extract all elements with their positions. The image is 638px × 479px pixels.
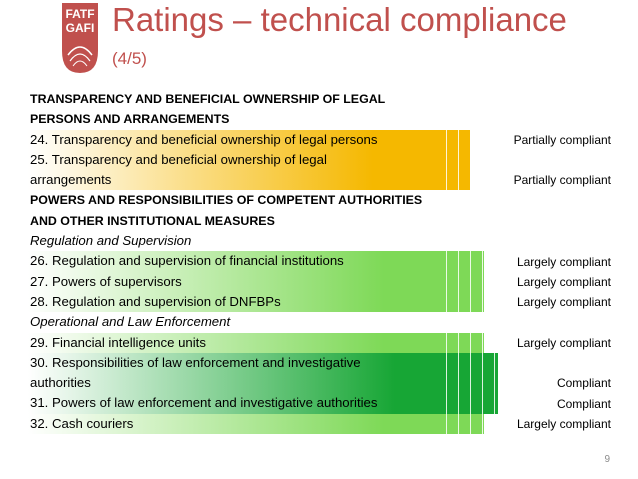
- section-heading-row: POWERS AND RESPONSIBILITIES OF COMPETENT…: [28, 190, 613, 231]
- bar-divider: [494, 352, 495, 394]
- bar-divider: [482, 413, 483, 435]
- rating-value: Partially compliant: [513, 132, 611, 147]
- bar-divider: [470, 393, 471, 414]
- rating-value: Largely compliant: [516, 274, 611, 289]
- bar-divider: [458, 271, 459, 292]
- section-heading: AND OTHER INSTITUTIONAL MEASURES: [30, 213, 275, 228]
- rating-bar-compliant: [28, 352, 498, 394]
- bar-divider: [482, 271, 483, 292]
- rating-value: Partially compliant: [513, 173, 611, 188]
- recommendation-label: arrangements: [30, 172, 112, 188]
- recommendation-label: 32. Cash couriers: [30, 415, 134, 431]
- rating-value: Largely compliant: [516, 254, 611, 269]
- bar-divider: [446, 352, 447, 394]
- rating-value: Largely compliant: [516, 295, 611, 310]
- bar-divider: [470, 291, 471, 313]
- rating-row: 31. Powers of law enforcement and invest…: [28, 393, 613, 414]
- rating-bar-largely: [28, 413, 484, 435]
- svg-text:FATF: FATF: [65, 7, 94, 21]
- bar-divider: [458, 291, 459, 313]
- svg-text:GAFI: GAFI: [66, 21, 95, 35]
- section-heading: PERSONS AND ARRANGEMENTS: [30, 112, 230, 127]
- bar-divider: [470, 251, 471, 272]
- rating-row: 30. Responsibilities of law enforcement …: [28, 352, 613, 394]
- rating-row: 28. Regulation and supervision of DNFBPs…: [28, 291, 613, 313]
- rating-row: 29. Financial intelligence units Largely …: [28, 332, 613, 353]
- recommendation-label: 29. Financial intelligence units: [30, 334, 206, 350]
- bar-divider: [494, 393, 495, 414]
- rating-bar-largely: [28, 332, 484, 353]
- bar-divider: [470, 413, 471, 435]
- recommendation-label: 30. Responsibilities of law enforcement …: [30, 354, 361, 370]
- subsection-title: Operational and Law Enforcement: [30, 314, 231, 330]
- rating-bar-partial: [28, 149, 470, 191]
- recommendation-label: 28. Regulation and supervision of DNFBPs: [30, 293, 281, 309]
- rating-bar-largely: [28, 251, 484, 272]
- bar-divider: [446, 149, 447, 191]
- slide-title: Ratings – technical compliance: [112, 1, 567, 38]
- recommendation-label: 26. Regulation and supervision of financ…: [30, 253, 344, 269]
- bar-divider: [458, 149, 459, 191]
- fatf-gafi-logo: FATF GAFI: [62, 3, 98, 73]
- bar-divider: [470, 271, 471, 292]
- rating-bar-compliant: [28, 393, 498, 414]
- bar-divider: [446, 291, 447, 313]
- rating-value: Largely compliant: [516, 417, 611, 432]
- bar-divider: [482, 291, 483, 313]
- bar-divider: [458, 332, 459, 353]
- bar-divider: [482, 352, 483, 394]
- rating-row: 26. Regulation and supervision of financ…: [28, 251, 613, 272]
- bar-divider: [446, 393, 447, 414]
- bar-divider: [446, 251, 447, 272]
- bar-divider: [470, 352, 471, 394]
- rating-value: Compliant: [556, 376, 611, 391]
- bar-divider: [482, 251, 483, 272]
- rating-value: Largely compliant: [516, 335, 611, 350]
- rating-row: 24. Transparency and beneficial ownershi…: [28, 129, 613, 150]
- recommendation-label: 25. Transparency and beneficial ownershi…: [30, 151, 327, 167]
- bar-divider: [470, 332, 471, 353]
- rating-row: 27. Powers of supervisors Largely complia…: [28, 271, 613, 292]
- recommendation-label: authorities: [30, 375, 91, 391]
- bar-divider: [458, 251, 459, 272]
- bar-divider: [458, 393, 459, 414]
- bar-divider: [446, 413, 447, 435]
- subsection-title: Regulation and Supervision: [30, 233, 192, 249]
- bar-divider: [446, 129, 447, 150]
- section-heading: TRANSPARENCY AND BENEFICIAL OWNERSHIP OF…: [30, 92, 386, 106]
- bar-divider: [446, 332, 447, 353]
- recommendation-label: 27. Powers of supervisors: [30, 273, 182, 289]
- slide-subtitle: (4/5): [112, 49, 147, 68]
- subsection-row: Operational and Law Enforcement: [28, 312, 613, 332]
- bar-divider: [458, 413, 459, 435]
- rating-row: 25. Transparency and beneficial ownershi…: [28, 149, 613, 191]
- rating-row: 32. Cash couriers Largely compliant: [28, 413, 613, 435]
- rating-value: Compliant: [556, 396, 611, 411]
- bar-divider: [482, 332, 483, 353]
- section-heading-row: TRANSPARENCY AND BENEFICIAL OWNERSHIP OF…: [28, 89, 613, 130]
- rating-bar-partial: [28, 129, 470, 150]
- ratings-table: TRANSPARENCY AND BENEFICIAL OWNERSHIP OF…: [28, 89, 613, 435]
- rating-bar-largely: [28, 291, 484, 313]
- section-heading: POWERS AND RESPONSIBILITIES OF COMPETENT…: [30, 193, 423, 208]
- recommendation-label: 31. Powers of law enforcement and invest…: [30, 395, 378, 411]
- bar-divider: [458, 352, 459, 394]
- bar-divider: [446, 271, 447, 292]
- subsection-row: Regulation and Supervision: [28, 231, 613, 251]
- bar-divider: [482, 393, 483, 414]
- bar-divider: [458, 129, 459, 150]
- recommendation-label: 24. Transparency and beneficial ownershi…: [30, 131, 378, 147]
- rating-bar-largely: [28, 271, 484, 292]
- page-number: 9: [604, 454, 610, 465]
